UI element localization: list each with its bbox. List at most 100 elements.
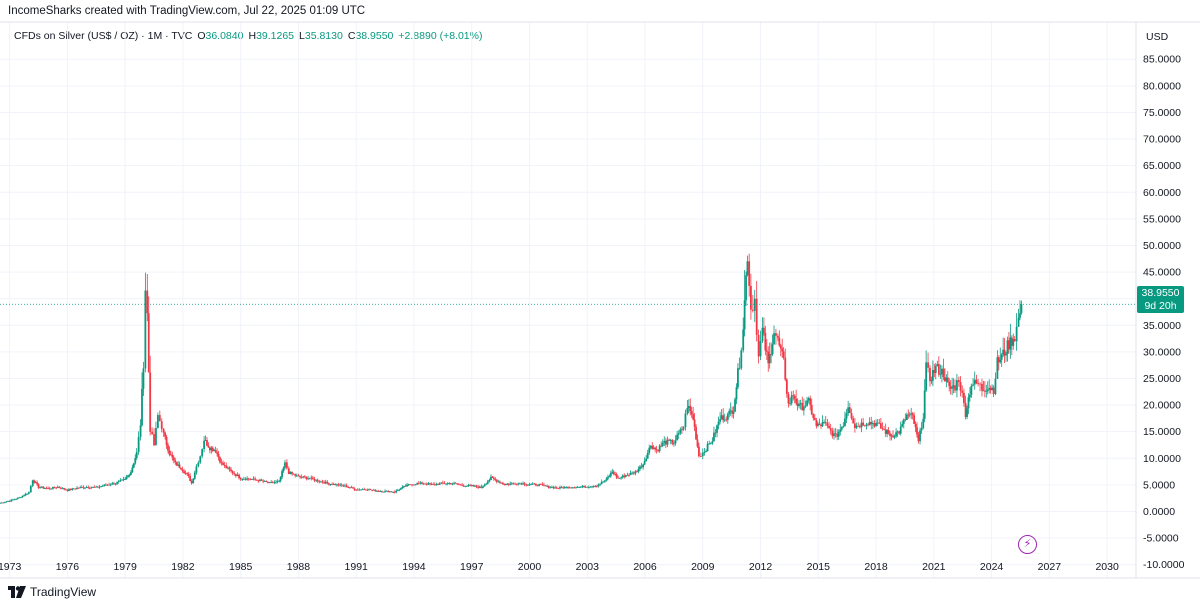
candle-body	[310, 477, 313, 479]
candle-body	[48, 488, 51, 490]
candle-body	[855, 425, 858, 428]
y-tick-label: 80.0000	[1143, 80, 1181, 92]
candle-body	[605, 478, 608, 481]
candle-body	[53, 486, 56, 488]
candle-body	[5, 501, 8, 503]
candle-body	[750, 285, 752, 310]
candle-body	[517, 483, 520, 485]
candle-body	[82, 487, 85, 489]
candle-body	[242, 478, 245, 480]
candle-body	[535, 483, 537, 486]
candle-body	[820, 424, 822, 427]
candle-body	[917, 434, 920, 442]
candle-body	[234, 474, 237, 477]
candle-body	[863, 425, 866, 427]
candle-body	[608, 475, 611, 478]
candle-body	[655, 449, 658, 451]
current-price-tag: 38.9550 9d 20h	[1137, 286, 1184, 313]
candle-body	[379, 491, 382, 492]
candle-body	[211, 447, 214, 452]
candle-body	[892, 435, 894, 438]
candle-body	[823, 421, 825, 423]
candle-body	[323, 482, 326, 484]
candle-body	[382, 491, 385, 493]
currency-label[interactable]: USD	[1146, 31, 1169, 43]
candle-body	[315, 479, 317, 481]
candle-body	[729, 410, 732, 412]
y-tick-label: 20.0000	[1143, 400, 1181, 412]
candle-body	[33, 480, 36, 483]
candle-body	[925, 362, 928, 391]
candle-body	[340, 484, 343, 486]
candle-body	[668, 439, 670, 441]
symbol-title: CFDs on Silver (US$ / OZ) · 1M · TVC	[14, 30, 193, 42]
candle-body	[106, 484, 109, 486]
candle-body	[759, 341, 762, 357]
candle-body	[498, 481, 501, 483]
candle-body	[0, 502, 1, 504]
candle-body	[681, 429, 683, 431]
candle-body	[1003, 349, 1006, 356]
tradingview-logo[interactable]: TradingView	[8, 585, 96, 599]
candle-body	[776, 335, 779, 338]
candle-body	[318, 481, 321, 483]
high-label: H	[248, 30, 257, 42]
candle-body	[377, 490, 380, 492]
candle-body	[812, 414, 815, 418]
candle-body	[929, 367, 931, 381]
candle-body	[63, 488, 66, 490]
candle-body	[74, 488, 77, 490]
candle-body	[886, 430, 889, 434]
candle-body	[555, 487, 558, 489]
candle-body	[45, 488, 48, 490]
candle-body	[919, 430, 921, 442]
candle-body	[448, 483, 451, 484]
y-tick-label: 65.0000	[1143, 160, 1181, 172]
candle-body	[742, 329, 745, 351]
candle-body	[884, 429, 887, 434]
candle-body	[60, 487, 62, 489]
candle-body	[687, 405, 690, 408]
candle-body	[982, 390, 985, 392]
candle-body	[711, 441, 714, 444]
ohlc-high: H39.1265	[248, 30, 294, 42]
candle-body	[944, 377, 946, 382]
candle-body	[836, 434, 839, 437]
candle-body	[27, 492, 30, 494]
candle-body	[660, 445, 663, 447]
candle-body	[128, 475, 131, 476]
candle-body	[492, 477, 495, 480]
lightning-icon[interactable]: ⚡	[1018, 535, 1037, 554]
candle-body	[228, 467, 231, 470]
candle-body	[79, 487, 82, 489]
candle-body	[190, 480, 193, 484]
candle-body	[153, 434, 155, 446]
candle-body	[236, 474, 239, 477]
candle-body	[61, 488, 64, 489]
candle-body	[8, 501, 11, 502]
candle-body	[551, 487, 553, 488]
high-value: 39.1265	[256, 30, 295, 42]
candle-body	[916, 427, 918, 435]
candle-body	[494, 479, 497, 480]
candle-body	[88, 487, 91, 489]
candle-body	[297, 475, 300, 477]
candle-body	[337, 484, 340, 486]
candle-body	[725, 419, 728, 421]
candle-body	[459, 484, 462, 486]
candle-body	[295, 475, 298, 477]
candle-body	[505, 484, 507, 485]
candle-body	[871, 423, 874, 425]
x-tick-label: 2018	[864, 561, 888, 573]
candle-body	[267, 481, 269, 483]
candle-body	[988, 388, 991, 390]
candle-body	[417, 483, 420, 484]
candle-body	[902, 419, 905, 424]
candle-body	[852, 418, 855, 424]
candle-body	[147, 313, 150, 373]
candle-body	[172, 457, 175, 461]
candle-body	[804, 405, 807, 407]
candle-body	[573, 487, 576, 489]
candle-body	[614, 474, 617, 475]
